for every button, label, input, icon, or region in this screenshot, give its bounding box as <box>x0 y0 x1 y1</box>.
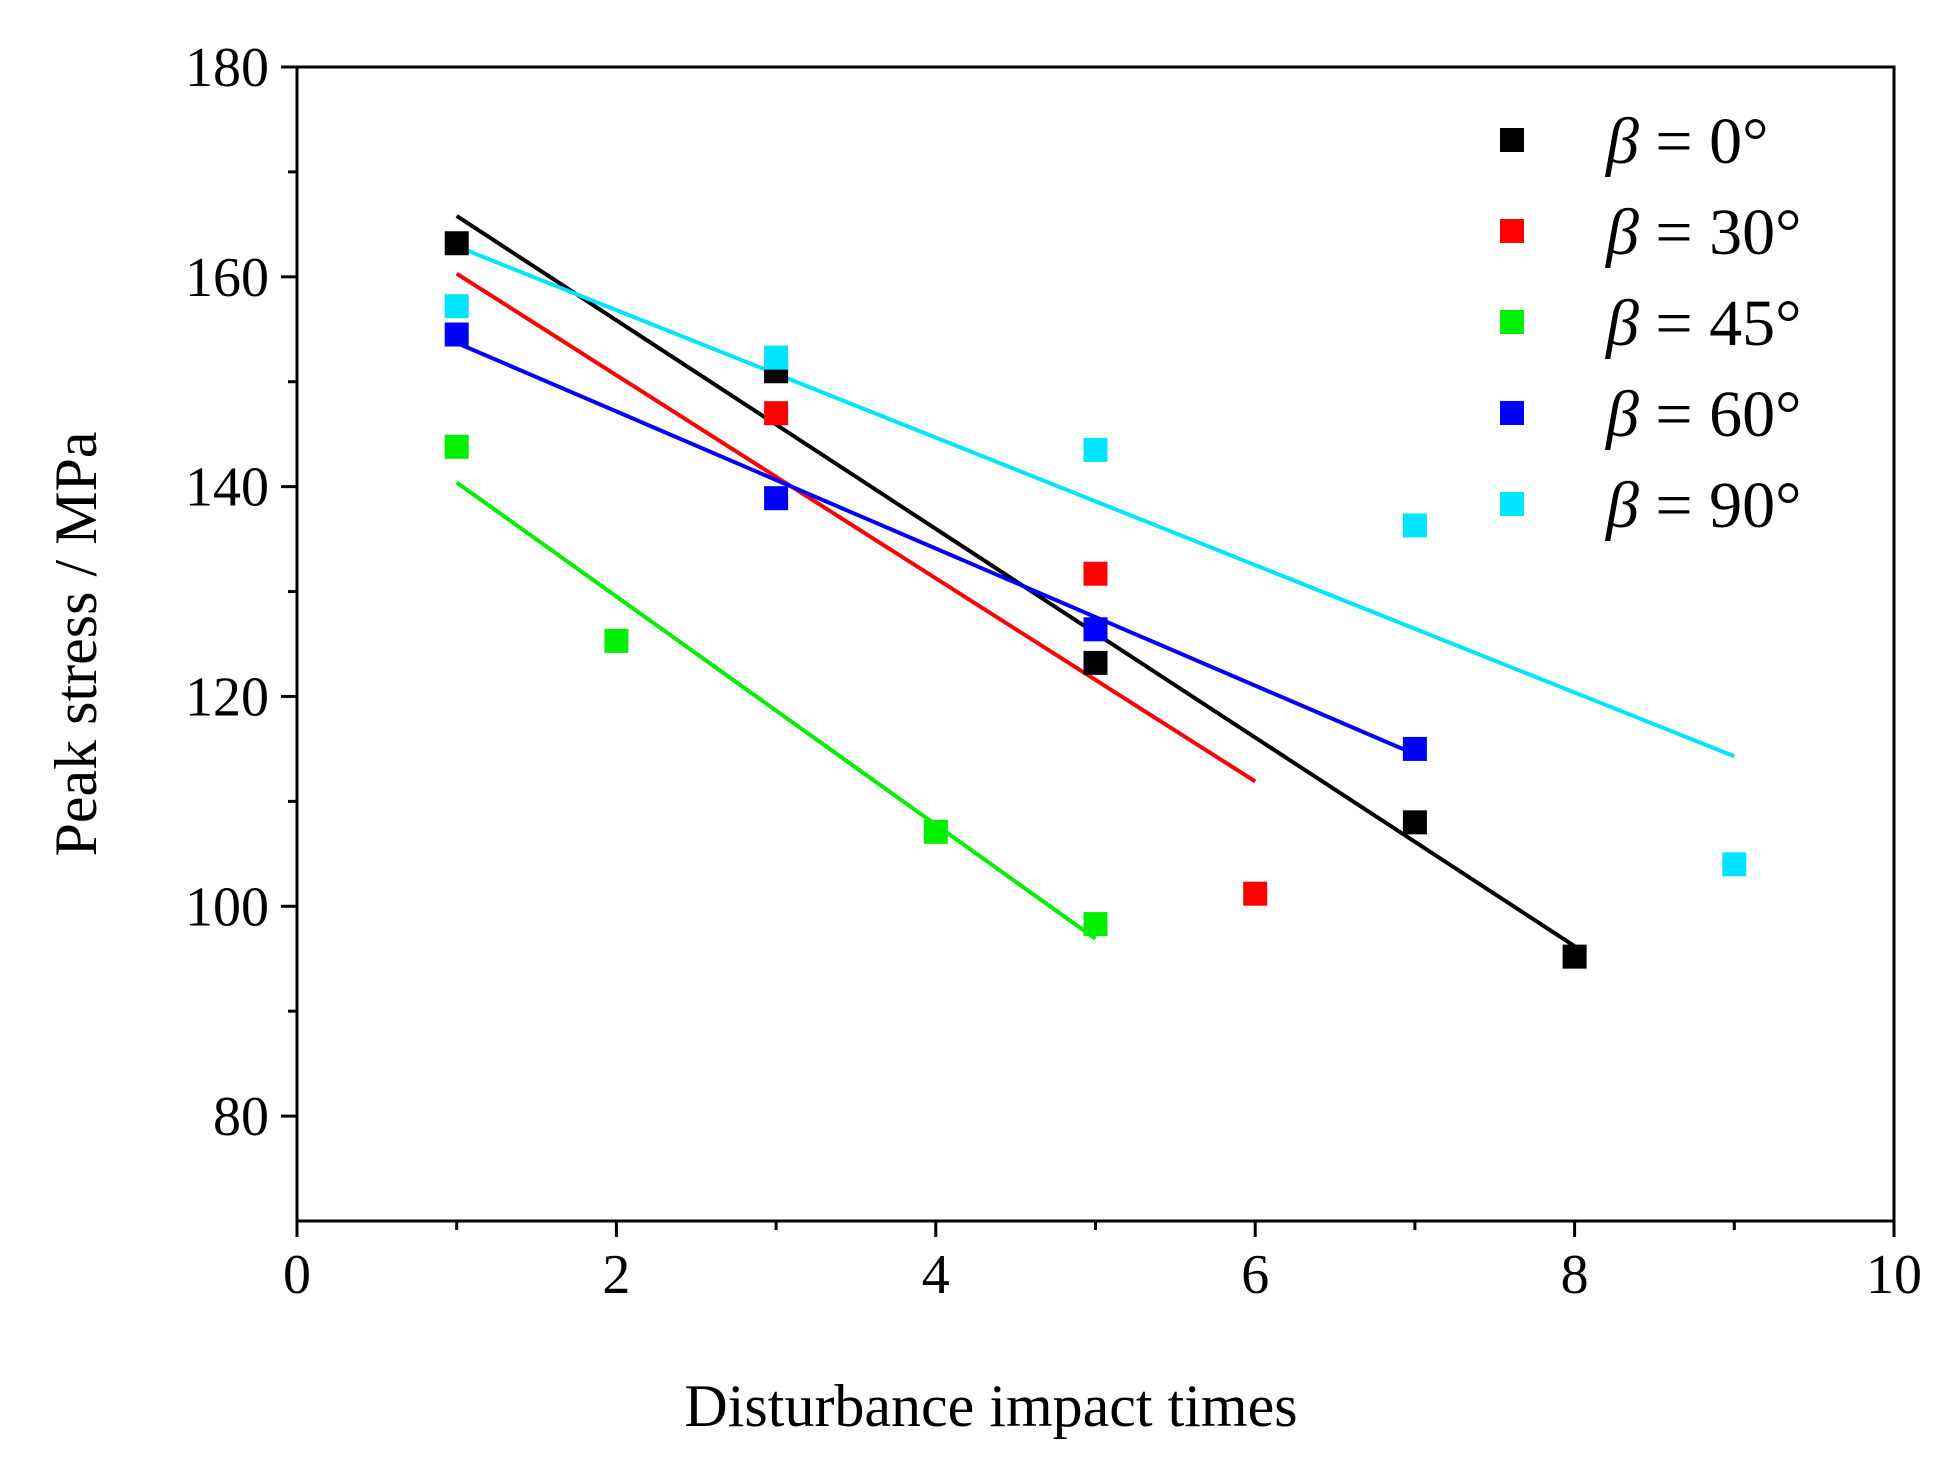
fit-line <box>455 480 1097 941</box>
x-axis-title: Disturbance impact times <box>684 1373 1297 1439</box>
legend-label: β = 30° <box>1604 196 1802 269</box>
y-tick-label: 180 <box>185 37 269 99</box>
y-axis-title: Peak stress / MPa <box>43 432 109 857</box>
y-tick-label: 80 <box>213 1086 269 1148</box>
data-point <box>444 231 469 256</box>
data-point <box>1083 437 1108 462</box>
data-point <box>1083 912 1108 937</box>
legend-marker <box>1500 128 1524 152</box>
data-point <box>764 401 789 426</box>
data-point <box>764 345 789 370</box>
data-point <box>444 294 469 319</box>
data-points <box>444 231 1747 969</box>
legend-marker <box>1500 492 1524 516</box>
data-point <box>444 434 469 459</box>
data-point <box>764 486 789 511</box>
y-axis-ticks: 80 100 120 140 160 180 <box>185 37 297 1148</box>
data-point <box>1083 561 1108 586</box>
x-tick-label: 2 <box>602 1244 630 1306</box>
data-point <box>1402 736 1427 761</box>
x-tick-label: 8 <box>1561 1244 1589 1306</box>
legend-marker <box>1500 401 1524 425</box>
data-point <box>1243 881 1268 906</box>
y-tick-label: 120 <box>185 666 269 728</box>
data-point <box>604 628 629 653</box>
y-tick-label: 100 <box>185 876 269 938</box>
data-point <box>1083 650 1108 675</box>
x-tick-label: 10 <box>1866 1244 1922 1306</box>
legend-label: β = 0° <box>1604 105 1769 178</box>
data-point <box>1402 513 1427 538</box>
y-tick-label: 140 <box>185 457 269 519</box>
legend: β = 0° β = 30° β = 45° β = 60° β = 90° <box>1500 105 1802 542</box>
legend-marker <box>1500 219 1524 243</box>
x-axis-ticks: 0 2 4 6 8 10 <box>283 1221 1922 1306</box>
data-point <box>1083 617 1108 642</box>
x-tick-label: 4 <box>922 1244 950 1306</box>
y-tick-label: 160 <box>185 247 269 309</box>
fit-line <box>455 244 1736 759</box>
data-point <box>444 322 469 347</box>
fit-line <box>455 271 1257 784</box>
fit-line <box>455 341 1416 756</box>
legend-label: β = 45° <box>1604 287 1802 360</box>
data-point <box>1562 944 1587 969</box>
plot-frame <box>295 65 1896 1223</box>
legend-marker <box>1500 310 1524 334</box>
fit-lines <box>455 214 1736 948</box>
legend-label: β = 90° <box>1604 469 1802 542</box>
data-point <box>1722 852 1747 877</box>
data-point <box>923 819 948 844</box>
x-tick-label: 6 <box>1241 1244 1269 1306</box>
x-tick-label: 0 <box>283 1244 311 1306</box>
legend-label: β = 60° <box>1604 378 1802 451</box>
data-point <box>1402 810 1427 835</box>
